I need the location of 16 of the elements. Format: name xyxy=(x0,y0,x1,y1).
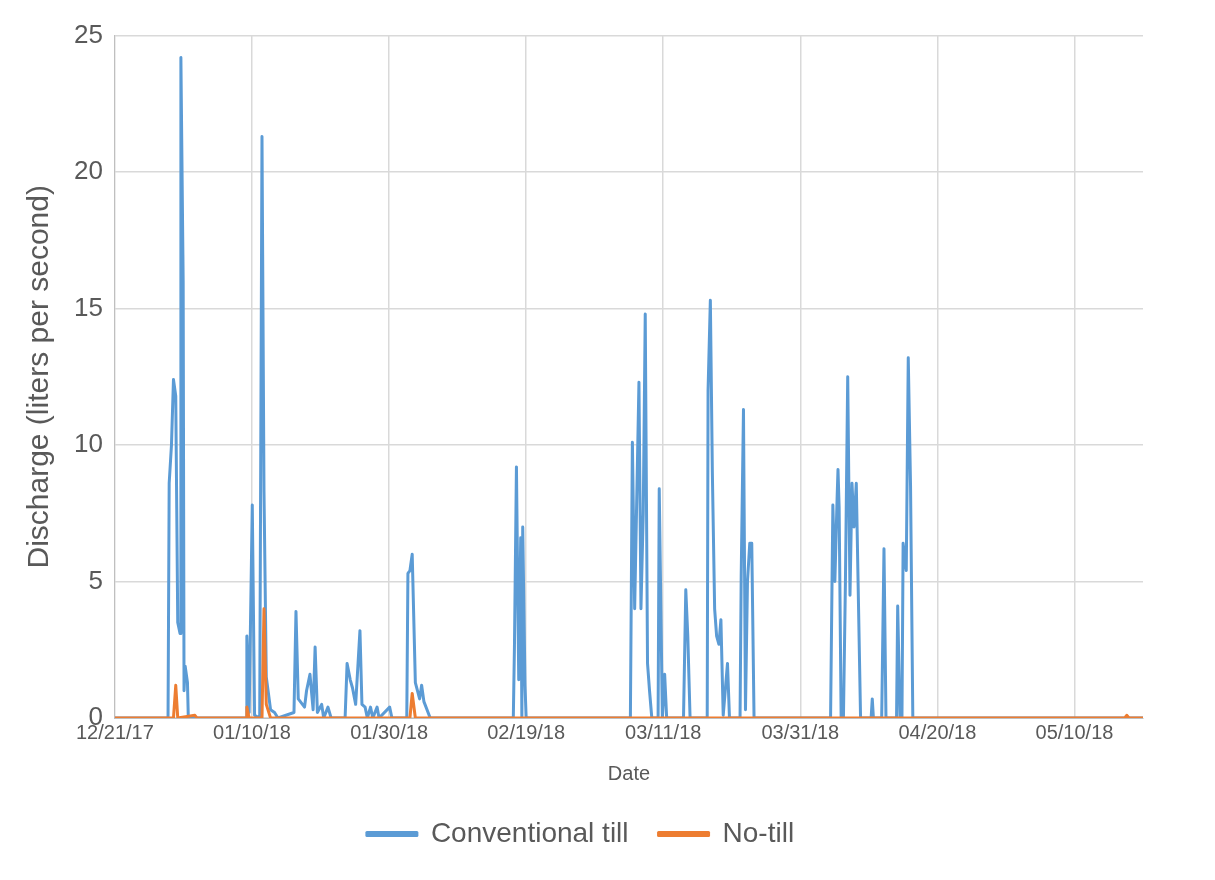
y-tick-label: 10 xyxy=(74,428,103,459)
x-axis-title: Date xyxy=(607,761,651,784)
y-tick-label: 20 xyxy=(74,155,103,186)
y-tick-label: 25 xyxy=(74,18,103,49)
y-axis-title: Discharge (liters per second) xyxy=(21,185,55,569)
y-tick-label: 5 xyxy=(88,564,103,595)
x-tick-label: 01/30/18 xyxy=(350,720,428,743)
y-tick-label: 15 xyxy=(74,291,103,322)
x-tick-label: 03/11/18 xyxy=(625,720,702,743)
x-tick-label: 01/10/18 xyxy=(213,720,291,743)
x-tick-label: 04/20/18 xyxy=(898,720,977,743)
x-tick-label: 03/31/18 xyxy=(761,720,840,743)
legend-label: Conventional till xyxy=(430,816,629,848)
x-tick-label: 02/19/18 xyxy=(487,720,566,743)
legend-label: No-till xyxy=(722,816,795,848)
x-tick-label: 05/10/18 xyxy=(1035,720,1114,743)
